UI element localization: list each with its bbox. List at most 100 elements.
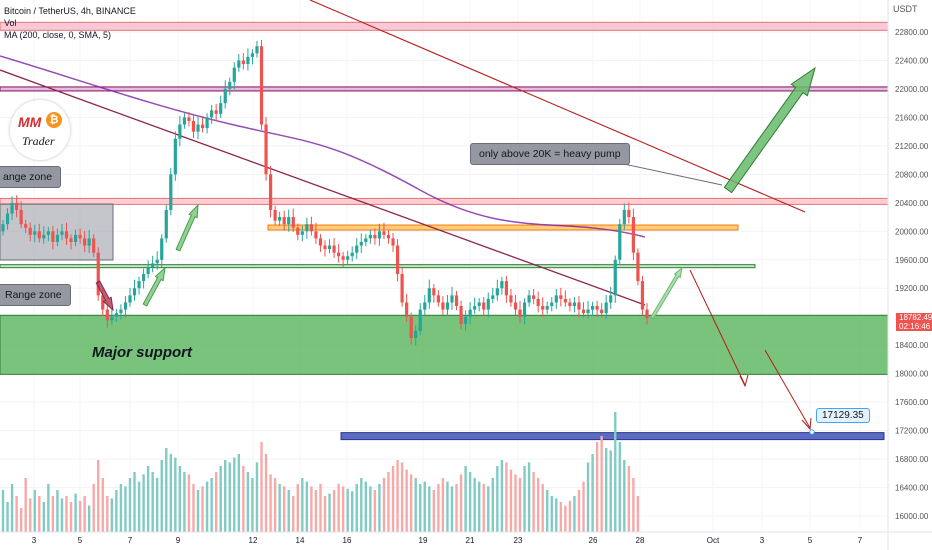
volume-bar xyxy=(287,490,290,532)
candle-body xyxy=(645,309,649,319)
candle-body xyxy=(491,295,495,299)
x-tick-label: 12 xyxy=(249,536,258,545)
candle-body xyxy=(83,238,87,246)
logo-letters: MM xyxy=(18,114,42,130)
volume-bar xyxy=(124,486,127,532)
candle-body xyxy=(468,309,472,317)
candle-body xyxy=(400,274,404,303)
logo: MM ₿ Trader xyxy=(10,100,70,160)
volume-bar xyxy=(142,474,145,532)
volume-bar xyxy=(169,454,173,532)
volume-bar xyxy=(328,493,331,532)
candle-body xyxy=(137,281,141,289)
volume-bar xyxy=(523,466,526,532)
candle-body xyxy=(223,88,227,104)
candle-body xyxy=(19,209,23,225)
volume-bar xyxy=(255,462,259,532)
y-tick-label: 20000.00 xyxy=(895,227,929,236)
candle-body xyxy=(160,238,164,260)
volume-bar xyxy=(15,496,18,532)
candle-body xyxy=(110,316,114,321)
volume-bar xyxy=(423,481,426,532)
candle-body xyxy=(5,213,10,225)
countdown-tag: 02:16:46 xyxy=(896,322,932,331)
candle-body xyxy=(518,309,522,317)
candle-body xyxy=(527,295,531,303)
volume-bar xyxy=(432,490,436,532)
candle-body xyxy=(96,252,100,296)
candle-body xyxy=(246,56,250,65)
volume-bar xyxy=(196,490,200,532)
candle-body xyxy=(55,234,60,242)
volume-bar xyxy=(305,481,309,532)
volume-bar xyxy=(559,502,563,532)
volume-bar xyxy=(178,466,182,532)
volume-bar xyxy=(78,500,82,532)
x-tick-label: 7 xyxy=(128,536,133,545)
volume-bar xyxy=(56,490,59,532)
x-tick-label: 3 xyxy=(32,536,37,545)
candle-body xyxy=(300,231,304,235)
volume-bar xyxy=(38,496,41,532)
volume-bar xyxy=(119,484,123,532)
candle-body xyxy=(314,231,318,239)
candle-body xyxy=(386,234,391,239)
volume-bar xyxy=(550,496,553,532)
candle-body xyxy=(191,120,196,132)
volume-bars xyxy=(1,412,640,532)
volume-bar xyxy=(636,496,640,532)
volume-bar xyxy=(332,490,336,532)
volume-bar xyxy=(278,484,281,532)
candle-body xyxy=(73,234,78,242)
y-tick-label: 16400.00 xyxy=(895,484,929,493)
candle-body xyxy=(178,124,182,139)
candle-body xyxy=(323,245,327,250)
candles xyxy=(1,39,649,346)
candle-body xyxy=(287,217,291,225)
volume-bar xyxy=(6,502,9,532)
candle-body xyxy=(563,298,567,303)
big-up-arrow xyxy=(723,66,816,194)
volume-bar xyxy=(450,486,454,532)
down-path-2 xyxy=(764,349,811,429)
volume-bar xyxy=(214,472,218,532)
volume-bar xyxy=(264,454,268,532)
x-tick-label: 26 xyxy=(589,536,598,545)
time-axis: 3 5 7 9 12 14 16 19 21 23 26 28 Oct 3 5 7 xyxy=(0,531,932,545)
candle-body xyxy=(273,209,277,221)
y-tick-label: 20400.00 xyxy=(895,199,929,208)
volume-bar xyxy=(187,474,191,532)
candle-body xyxy=(436,295,440,303)
y-tick-label: 20800.00 xyxy=(895,170,929,179)
y-tick-label: 17200.00 xyxy=(895,427,929,436)
candle-body xyxy=(391,238,395,246)
candle-body xyxy=(486,298,490,310)
volume-bar xyxy=(224,460,227,532)
volume-bar xyxy=(341,486,345,532)
up-arrow-2 xyxy=(142,266,166,307)
candle-body xyxy=(581,309,586,314)
candle-body xyxy=(15,202,19,210)
y-tick-label: 17600.00 xyxy=(895,398,929,407)
volume-bar xyxy=(42,502,46,532)
candle-body xyxy=(200,124,205,129)
resistance-band-2 xyxy=(0,86,889,92)
volume-bar xyxy=(115,490,118,532)
candle-body xyxy=(377,231,382,239)
volume-bar xyxy=(251,478,254,532)
candle-body xyxy=(477,302,481,307)
candle-body xyxy=(600,309,604,314)
volume-bar xyxy=(514,474,517,532)
volume-bar xyxy=(414,478,417,532)
volume-bar xyxy=(568,500,572,532)
descending-trendline-2 xyxy=(309,0,806,213)
volume-bar xyxy=(337,484,340,532)
volume-bar xyxy=(19,508,23,532)
volume-bar xyxy=(60,498,64,532)
volume-bar xyxy=(482,484,485,532)
y-tick-label: 19200.00 xyxy=(895,284,929,293)
y-tick-label: 16800.00 xyxy=(895,455,929,464)
candle-body xyxy=(432,288,436,296)
last-price-tag: 18782.49 xyxy=(896,313,932,322)
